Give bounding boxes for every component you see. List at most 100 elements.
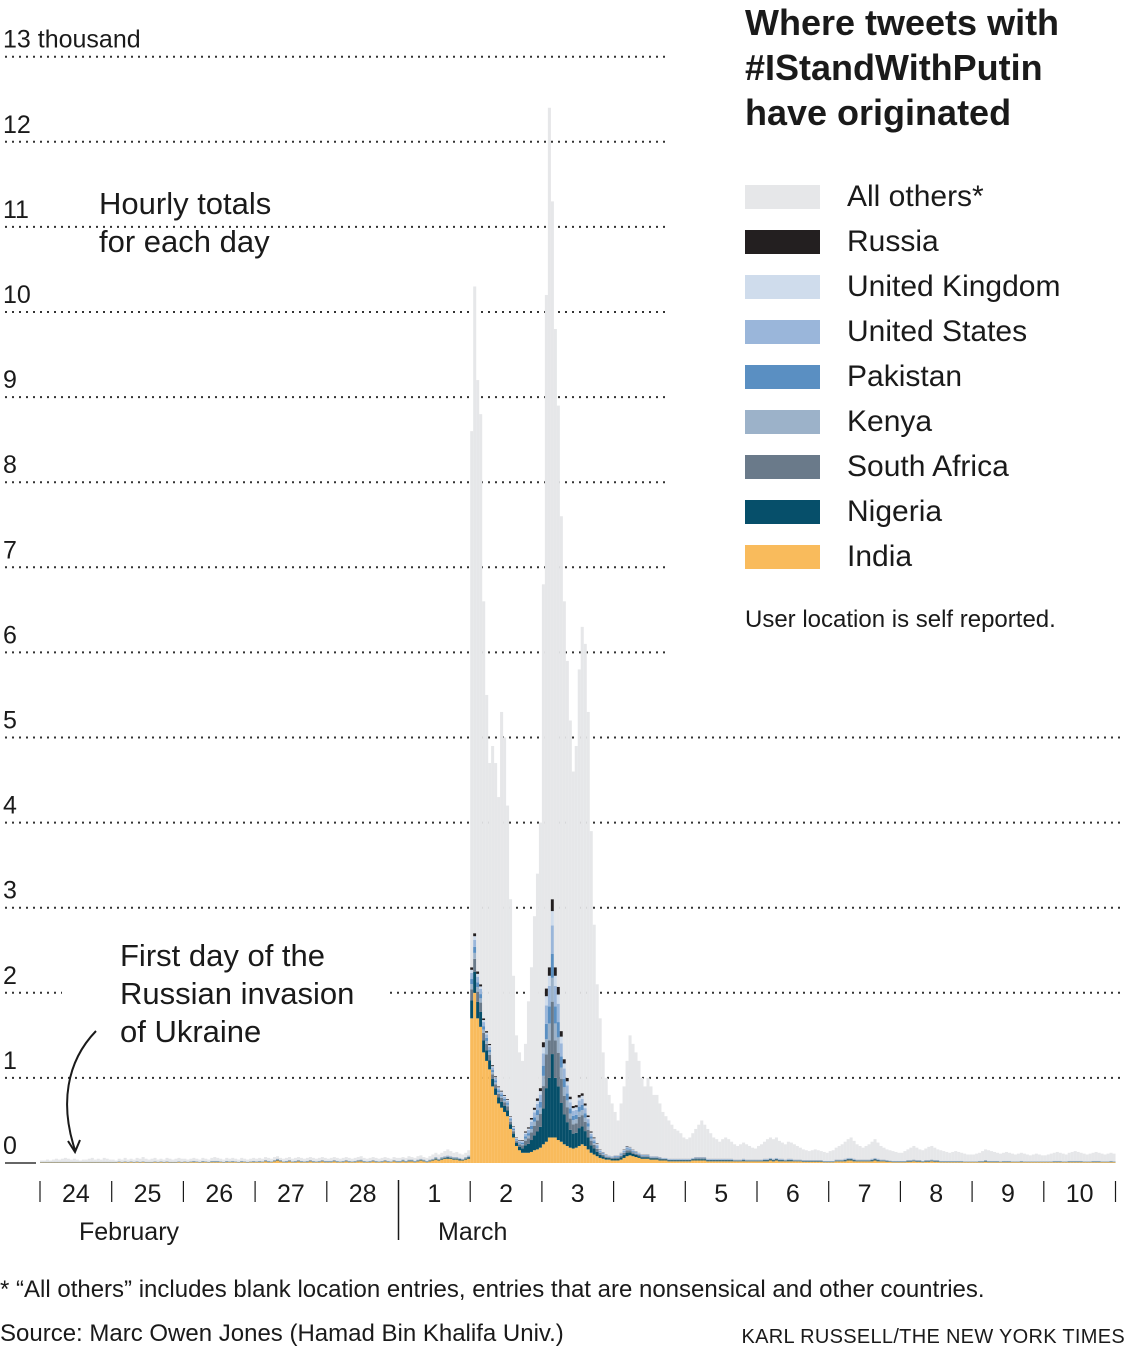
bar-segment bbox=[697, 1158, 701, 1160]
legend-swatch bbox=[745, 499, 820, 524]
bar-segment bbox=[526, 1133, 530, 1136]
bar-segment bbox=[553, 1023, 557, 1041]
x-tick-label: 6 bbox=[786, 1180, 800, 1208]
bar-segment bbox=[509, 1116, 513, 1117]
bar-segment bbox=[601, 1152, 605, 1154]
bar-segment bbox=[515, 1035, 519, 1138]
bar-segment bbox=[553, 1137, 557, 1163]
bar-segment bbox=[323, 1162, 327, 1163]
bar-segment bbox=[864, 1161, 868, 1163]
bar-segment bbox=[488, 1052, 492, 1055]
bar-segment bbox=[580, 1144, 584, 1163]
bar-segment bbox=[515, 1143, 519, 1146]
bar-segment bbox=[757, 1161, 761, 1163]
bar-segment bbox=[619, 1159, 623, 1163]
bar-segment bbox=[679, 1161, 683, 1163]
bar-segment bbox=[529, 1121, 533, 1126]
bar-segment bbox=[532, 1125, 536, 1136]
bar-segment bbox=[876, 1160, 880, 1162]
bar-segment bbox=[380, 1157, 384, 1161]
bar-segment bbox=[422, 1160, 426, 1162]
bar-segment bbox=[69, 1159, 73, 1162]
bar-segment bbox=[302, 1158, 306, 1162]
bar-segment bbox=[595, 1151, 599, 1157]
bar-segment bbox=[1106, 1162, 1110, 1163]
bar-segment bbox=[679, 1159, 683, 1161]
bar-segment bbox=[685, 1159, 689, 1161]
bar-segment bbox=[296, 1157, 300, 1161]
bar-segment bbox=[918, 1149, 922, 1161]
bar-segment bbox=[538, 1107, 542, 1114]
bar-segment bbox=[748, 1145, 752, 1160]
x-tick-label: 8 bbox=[929, 1180, 943, 1208]
bar-segment bbox=[553, 967, 557, 976]
bar-segment bbox=[804, 1150, 808, 1161]
bar-segment bbox=[541, 1042, 545, 1048]
bar-segment bbox=[556, 405, 560, 987]
bar-segment bbox=[559, 1031, 563, 1037]
bar-segment bbox=[281, 1162, 286, 1163]
bar-segment bbox=[1001, 1152, 1006, 1161]
bar-segment bbox=[598, 1018, 602, 1150]
bar-segment bbox=[488, 763, 492, 1044]
bar-segment bbox=[1028, 1162, 1032, 1163]
bar-segment bbox=[652, 1159, 656, 1163]
bar-segment bbox=[646, 1154, 650, 1156]
bar-segment bbox=[213, 1157, 217, 1161]
bar-segment bbox=[571, 1108, 575, 1111]
legend-swatch bbox=[745, 274, 820, 299]
chart-title: Where tweets with #IStandWithPutin have … bbox=[745, 2, 1060, 133]
bar-segment bbox=[479, 984, 483, 987]
bar-segment bbox=[529, 1151, 533, 1163]
bar-segment bbox=[440, 1152, 444, 1158]
bar-segment bbox=[774, 1160, 778, 1163]
bar-segment bbox=[945, 1162, 949, 1163]
bar-segment bbox=[628, 1147, 632, 1149]
bar-segment bbox=[523, 1043, 528, 1132]
bar-segment bbox=[129, 1162, 133, 1163]
bar-segment bbox=[882, 1147, 886, 1160]
bar-segment bbox=[520, 1141, 525, 1143]
bar-segment bbox=[649, 1086, 653, 1157]
bar-segment bbox=[637, 1154, 641, 1155]
bar-segment bbox=[894, 1151, 898, 1161]
bar-segment bbox=[1025, 1154, 1029, 1162]
bar-segment bbox=[571, 1110, 575, 1116]
bar-segment bbox=[984, 1161, 988, 1163]
bar-segment bbox=[395, 1157, 399, 1161]
bar-segment bbox=[491, 1067, 495, 1071]
bar-segment bbox=[538, 822, 542, 1089]
bar-segment bbox=[482, 1052, 486, 1163]
bar-segment bbox=[538, 1113, 542, 1127]
bar-segment bbox=[1085, 1162, 1089, 1163]
bar-segment bbox=[479, 994, 483, 999]
bar-segment bbox=[509, 1117, 513, 1120]
bar-segment bbox=[709, 1133, 713, 1159]
bar-segment bbox=[180, 1158, 184, 1162]
bar-segment bbox=[443, 1158, 447, 1163]
bar-segment bbox=[834, 1147, 838, 1160]
bar-segment bbox=[449, 1157, 453, 1159]
bar-segment bbox=[174, 1158, 178, 1162]
bar-segment bbox=[532, 916, 536, 1108]
bar-segment bbox=[404, 1162, 408, 1163]
bar-segment bbox=[963, 1162, 967, 1163]
bar-segment bbox=[491, 1072, 495, 1075]
bar-segment bbox=[622, 1150, 626, 1152]
bar-segment bbox=[1007, 1162, 1011, 1163]
bar-segment bbox=[583, 1117, 587, 1122]
bar-segment bbox=[491, 1065, 495, 1067]
bar-segment bbox=[503, 1102, 507, 1106]
bar-segment bbox=[565, 1085, 569, 1094]
bar-segment bbox=[550, 977, 554, 1002]
bar-segment bbox=[757, 1145, 761, 1160]
bar-segment bbox=[1037, 1162, 1041, 1163]
x-axis: 24 25 26 27 28 1 2 3 4 5 6 7 8 9 10 February March bbox=[39, 1180, 1117, 1246]
bar-segment bbox=[183, 1162, 187, 1163]
bar-segment bbox=[314, 1162, 318, 1163]
bar-segment bbox=[452, 1152, 456, 1158]
bar-segment bbox=[535, 1110, 539, 1116]
bar-segment bbox=[565, 660, 569, 1078]
bar-segment bbox=[529, 967, 533, 1118]
bar-segment bbox=[544, 1054, 548, 1089]
